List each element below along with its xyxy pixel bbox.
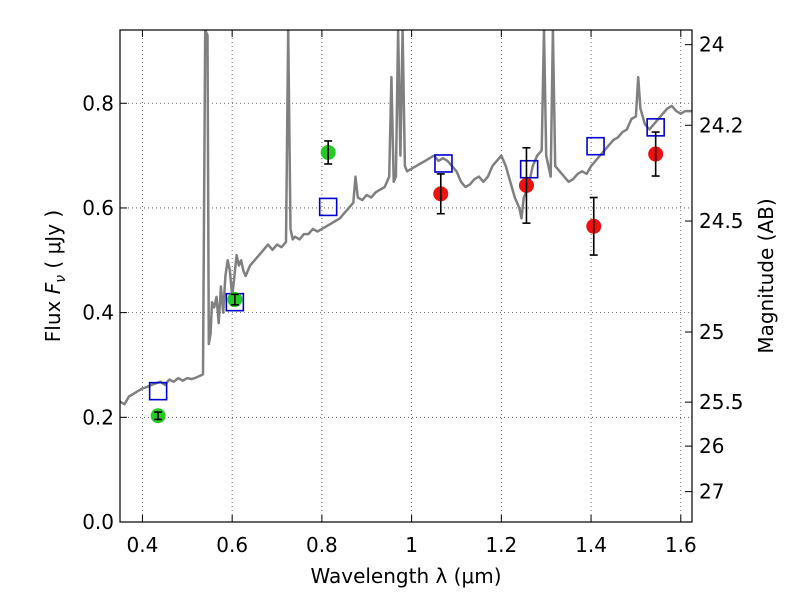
y-axis-label-var: F (41, 282, 65, 294)
x-tick-label: 0.8 (306, 533, 338, 557)
y2-tick-label: 26 (699, 434, 724, 458)
tick-labels: 0.4 0.6 0.8 1 1.2 1.4 1.6 0.0 0.2 0.4 0.6 0.8 24 24.2… (82, 33, 743, 557)
y-tick-label: 0.8 (82, 91, 114, 115)
y2-axis-label: Magnitude (AB) (754, 198, 778, 353)
y-tick-label: 0.2 (82, 405, 114, 429)
model-photometry-marker (519, 159, 539, 179)
y-tick-label: 0.6 (82, 196, 114, 220)
ticks (120, 30, 692, 523)
y-axis-label-prefix: Flux (41, 294, 65, 342)
x-tick-label: 1 (405, 533, 418, 557)
y2-tick-label: 27 (699, 480, 724, 504)
x-tick-label: 1.2 (485, 533, 517, 557)
y2-tick-label: 24.2 (699, 113, 744, 137)
y2-tick-label: 24 (699, 33, 724, 57)
grid (120, 30, 692, 522)
y-axis-label-suffix: ( μJy ) (41, 210, 65, 275)
x-tick-label: 0.4 (127, 533, 159, 557)
y-axis-label-sub: ν (53, 275, 69, 283)
x-tick-label: 1.4 (575, 533, 607, 557)
model-photometry-marker (586, 136, 605, 156)
x-tick-label: 0.6 (216, 533, 248, 557)
y-tick-label: 0.4 (82, 301, 114, 325)
y2-tick-label: 24.5 (699, 209, 744, 233)
plot-background (120, 30, 692, 522)
plot-frame (119, 29, 693, 523)
model-photometry-marker (148, 381, 168, 401)
y2-tick-label: 25.5 (699, 390, 744, 414)
spectrum-layer (120, 30, 692, 406)
model-photometry-marker (318, 197, 338, 217)
x-tick-label: 1.6 (665, 533, 697, 557)
markers-layer (148, 118, 665, 424)
y2-tick-label: 25 (699, 320, 724, 344)
spectrum-line (120, 30, 692, 406)
x-axis-label: Wavelength λ (μm) (310, 564, 501, 588)
y-tick-label: 0.0 (82, 510, 114, 534)
y-axis-label: Flux Fν ( μJy ) (41, 210, 69, 342)
model-photometry-marker (434, 154, 453, 173)
